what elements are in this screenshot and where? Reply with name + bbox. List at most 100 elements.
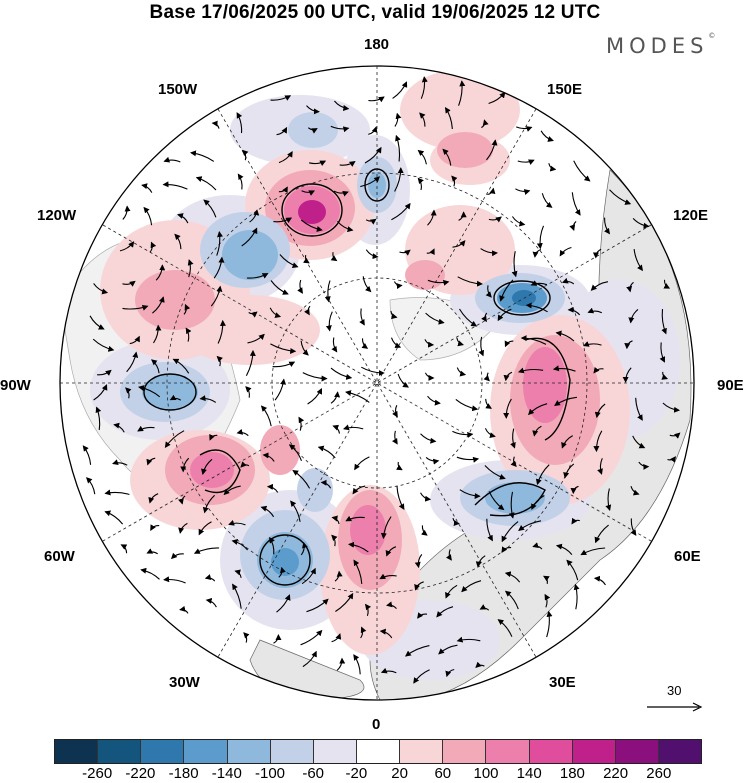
wind-arrow [424,372,435,381]
wind-arrow [232,583,242,609]
pos-area [180,295,320,365]
wind-arrow [594,524,609,544]
wind-arrow [632,435,646,449]
wind-arrow [89,315,105,330]
wind-arrow [270,343,297,354]
wind-arrow [445,668,455,678]
wind-arrow [152,296,165,314]
wind-arrow [425,312,445,325]
wind-arrow [504,340,514,348]
wind-arrow [112,459,128,466]
wind-arrow [249,209,260,223]
wind-arrow [302,650,317,668]
pos-core [523,347,567,423]
colorbar-swatch [443,740,487,763]
colorbar-swatch [313,740,357,763]
wind-arrow [554,396,577,406]
wind-arrow [343,424,364,431]
wind-arrow [511,251,518,278]
graticule [60,66,694,700]
wind-arrow [456,636,481,643]
wind-arrow [125,387,132,399]
wind-arrow [119,241,135,252]
wind-arrow [262,452,275,462]
wind-arrow [82,445,92,465]
wind-arrow [137,425,155,432]
wind-arrow [484,465,506,480]
wind-arrow [497,308,512,322]
wind-arrow [390,337,402,349]
reference-vector-label: 30 [667,683,682,698]
wind-arrow [555,543,573,555]
wind-arrow [626,281,634,293]
wind-arrow [540,130,554,142]
lon-label-180: 180 [364,36,390,53]
wind-arrow [457,276,483,287]
lon-label-120e: 120E [673,207,709,224]
colorbar-tick-label: -180 [168,765,199,782]
wind-arrow [397,373,409,388]
wind-arrow [300,541,308,556]
wind-arrow [487,187,496,196]
wind-arrow [503,398,512,419]
wind-arrow [241,227,258,247]
wind-arrow [390,310,398,320]
wind-arrow [525,302,548,313]
wind-arrow [488,91,506,105]
wind-arrow [659,342,665,363]
colorbar-swatch [356,740,401,763]
wind-arrow [503,371,513,382]
wind-arrow [593,366,604,374]
wind-arrow [511,216,526,227]
wind-arrow [504,590,519,610]
wind-vectors [82,76,681,684]
wind-arrow [204,574,216,582]
contour-line [524,337,571,441]
wind-arrow [334,570,343,582]
wind-arrow [302,372,328,382]
wind-arrow [528,403,548,416]
colorbar-tick-label: -260 [82,765,113,782]
wind-arrow [548,163,557,172]
wind-arrow [368,126,378,135]
colorbar-tick-label: 220 [603,765,629,782]
wind-arrow [630,518,637,536]
neg-core [271,548,299,576]
wind-arrow [452,430,474,438]
wind-arrow [146,457,156,466]
wind-arrow [632,218,650,229]
wind-arrow [361,366,385,376]
wind-arrow [198,521,212,536]
colorbar-tick-label: 180 [559,765,585,782]
wind-arrow [335,592,354,612]
wind-arrow [141,183,153,193]
wind-arrow [593,575,606,586]
wind-arrow [148,493,159,504]
wind-arrow [517,367,544,374]
wind-arrow [325,311,333,332]
wind-arrow [546,610,553,638]
wind-arrow [122,280,136,287]
wind-arrow [290,500,301,522]
logo-mark: © [708,32,716,40]
wind-arrow [628,308,639,324]
wind-arrow [438,644,458,655]
colorbar-tick-label: 20 [391,765,408,782]
wind-arrow [331,534,338,547]
wind-arrow [146,548,159,555]
pos-core [190,452,234,488]
wind-arrow [531,495,545,511]
wind-arrow [269,536,275,555]
wind-arrow [170,552,184,560]
wind-arrow [237,173,244,190]
wind-arrow [345,390,370,403]
wind-arrow [592,248,602,259]
wind-arrow [518,520,542,532]
colorbar-tick-label: 100 [473,765,499,782]
wind-arrow [530,280,548,286]
wind-arrow [404,645,430,657]
wind-arrow [210,285,223,307]
wind-arrow [236,428,249,437]
colorbar-swatch [529,740,573,763]
wind-arrow [379,573,397,580]
